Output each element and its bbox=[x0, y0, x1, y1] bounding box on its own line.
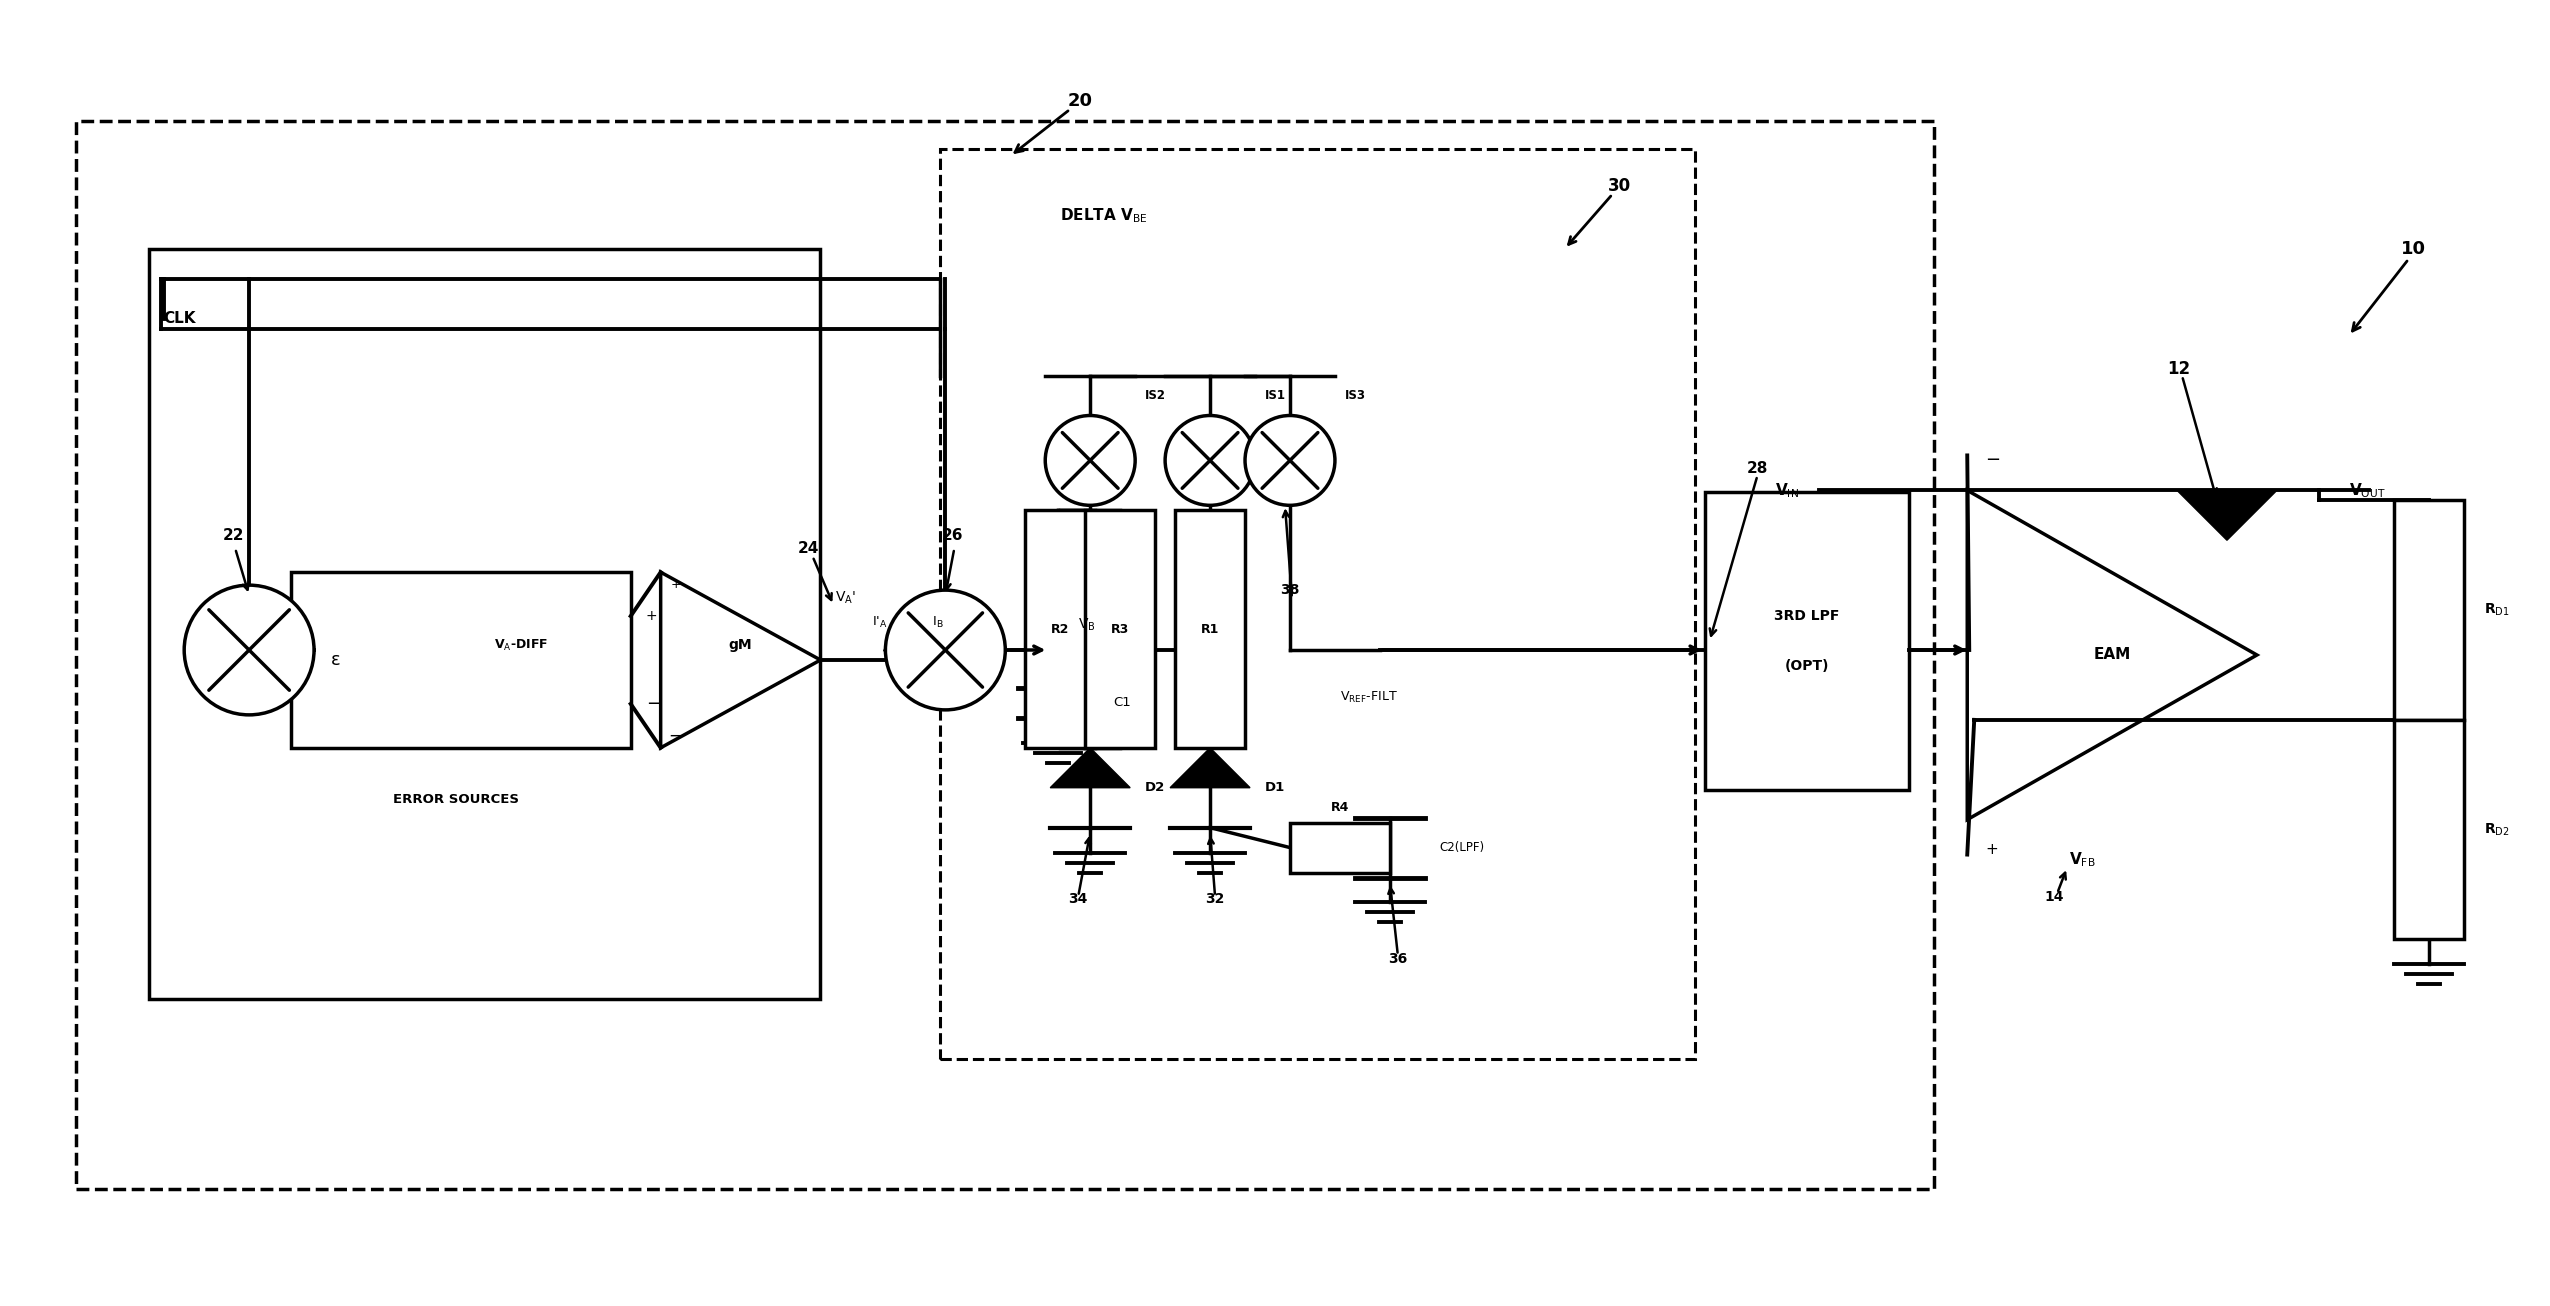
Text: 12: 12 bbox=[2168, 359, 2190, 377]
Polygon shape bbox=[660, 572, 821, 748]
Text: I'$_\mathsf{A}$: I'$_\mathsf{A}$ bbox=[872, 615, 887, 629]
Text: R$_{\mathsf{D2}}$: R$_{\mathsf{D2}}$ bbox=[2484, 821, 2509, 838]
Text: 30: 30 bbox=[1609, 178, 1632, 195]
Text: 36: 36 bbox=[1387, 952, 1408, 966]
Text: D1: D1 bbox=[1265, 781, 1285, 794]
Text: 22: 22 bbox=[222, 528, 245, 543]
Bar bbox=[1025, 511, 1094, 748]
Text: IS3: IS3 bbox=[1344, 389, 1367, 402]
Bar bbox=[1703, 492, 1910, 790]
Text: 20: 20 bbox=[1068, 93, 1094, 110]
Circle shape bbox=[184, 585, 314, 714]
Text: ε: ε bbox=[332, 650, 342, 669]
Text: −: − bbox=[668, 727, 683, 744]
Text: V$_{\mathsf{A}}$-DIFF: V$_{\mathsf{A}}$-DIFF bbox=[495, 637, 548, 653]
Text: EAM: EAM bbox=[2094, 648, 2132, 662]
Text: V$_{\mathsf{IN}}$: V$_{\mathsf{IN}}$ bbox=[1775, 481, 1800, 500]
Text: C1: C1 bbox=[1114, 696, 1132, 709]
Bar bbox=[76, 121, 1935, 1188]
Text: V$_{\mathsf{OUT}}$: V$_{\mathsf{OUT}}$ bbox=[2349, 481, 2384, 500]
Text: I$_{\mathsf{B}}$: I$_{\mathsf{B}}$ bbox=[933, 615, 944, 629]
Text: 34: 34 bbox=[1068, 892, 1089, 906]
Bar bbox=[1290, 823, 1390, 872]
Text: R$_{\mathsf{D1}}$: R$_{\mathsf{D1}}$ bbox=[2484, 602, 2509, 618]
Polygon shape bbox=[2178, 490, 2277, 541]
Text: (OPT): (OPT) bbox=[1785, 660, 1828, 673]
Text: 28: 28 bbox=[1747, 461, 1767, 475]
Text: 26: 26 bbox=[941, 528, 964, 543]
Text: V$_{\mathsf{A}}$': V$_{\mathsf{A}}$' bbox=[836, 590, 857, 606]
Text: +: + bbox=[645, 609, 658, 623]
Text: V$_{\mathsf{B}}$: V$_{\mathsf{B}}$ bbox=[1079, 616, 1096, 633]
Polygon shape bbox=[1170, 748, 1250, 788]
Polygon shape bbox=[1051, 748, 1130, 788]
Circle shape bbox=[1046, 415, 1135, 505]
Bar bbox=[291, 572, 630, 748]
Circle shape bbox=[1244, 415, 1336, 505]
Text: V$_{\mathsf{FB}}$: V$_{\mathsf{FB}}$ bbox=[2068, 850, 2096, 868]
Circle shape bbox=[1165, 415, 1255, 505]
Text: ERROR SOURCES: ERROR SOURCES bbox=[393, 793, 518, 806]
Text: D2: D2 bbox=[1145, 781, 1165, 794]
Text: +: + bbox=[1986, 842, 1999, 857]
Bar bbox=[2394, 500, 2463, 720]
Text: 32: 32 bbox=[1206, 892, 1224, 906]
Text: IS1: IS1 bbox=[1265, 389, 1285, 402]
Text: CLK: CLK bbox=[163, 311, 196, 326]
Text: DELTA V$_{\mathsf{BE}}$: DELTA V$_{\mathsf{BE}}$ bbox=[1061, 206, 1148, 225]
Text: −: − bbox=[645, 695, 660, 713]
Text: 24: 24 bbox=[798, 541, 819, 556]
Circle shape bbox=[885, 590, 1005, 710]
Bar bbox=[150, 249, 821, 999]
Text: R3: R3 bbox=[1112, 623, 1130, 636]
Bar bbox=[2394, 720, 2463, 939]
Text: IS2: IS2 bbox=[1145, 389, 1165, 402]
Text: 38: 38 bbox=[1280, 584, 1300, 597]
Bar bbox=[1086, 511, 1155, 748]
Text: R4: R4 bbox=[1331, 801, 1349, 814]
Text: −: − bbox=[1984, 452, 1999, 469]
Bar bbox=[941, 149, 1696, 1059]
Text: 10: 10 bbox=[2402, 240, 2425, 257]
Text: R2: R2 bbox=[1051, 623, 1068, 636]
Text: R1: R1 bbox=[1201, 623, 1219, 636]
Text: V$_{\mathsf{REF}}$-FILT: V$_{\mathsf{REF}}$-FILT bbox=[1339, 691, 1397, 705]
Text: 3RD LPF: 3RD LPF bbox=[1775, 609, 1839, 623]
Bar bbox=[1176, 511, 1244, 748]
Text: gM: gM bbox=[729, 639, 752, 652]
Text: 14: 14 bbox=[2045, 891, 2063, 905]
Polygon shape bbox=[1966, 490, 2257, 820]
Text: C2(LPF): C2(LPF) bbox=[1441, 841, 1484, 854]
Text: +: + bbox=[671, 577, 681, 590]
